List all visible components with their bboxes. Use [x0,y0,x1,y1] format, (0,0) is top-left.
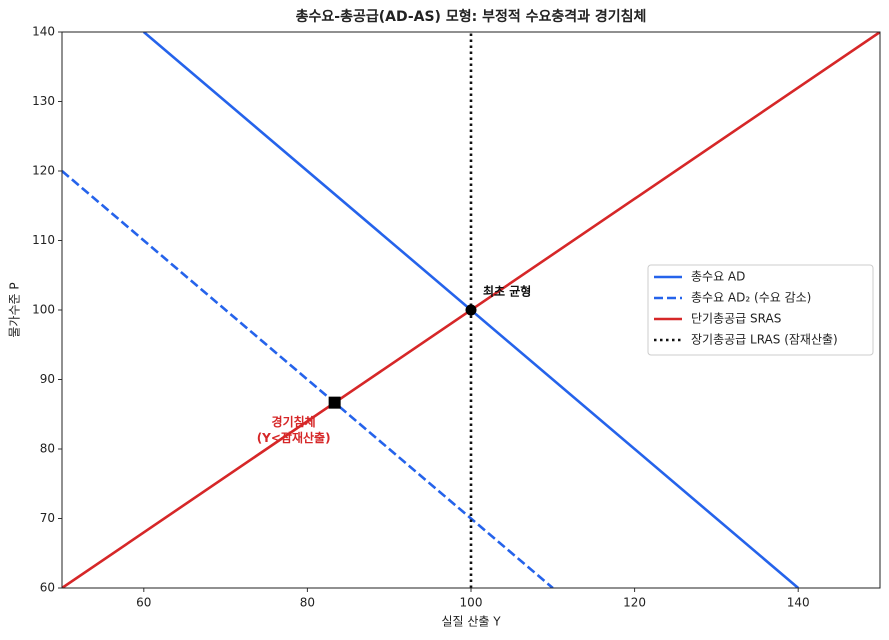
x-tick-label: 120 [623,596,646,610]
x-tick-label: 60 [136,596,151,610]
x-tick-label: 140 [787,596,810,610]
y-axis-label: 물가수준 P [8,282,22,337]
x-tick-label: 80 [300,596,315,610]
y-tick-label: 80 [40,442,55,456]
legend-label: 장기총공급 LRAS (잠재산출) [691,333,838,347]
point-marker [465,304,477,316]
y-tick-label: 140 [32,25,55,39]
x-axis-label: 실질 산출 Y [441,615,501,629]
y-tick-label: 90 [40,372,55,386]
point-marker [328,396,341,409]
point-label: (Y<잠재산출) [257,430,331,445]
y-tick-label: 100 [32,303,55,317]
legend-label: 총수요 AD [691,270,745,284]
y-tick-label: 110 [32,233,55,247]
y-tick-label: 70 [40,511,55,525]
y-tick-label: 60 [40,581,55,595]
y-tick-label: 120 [32,164,55,178]
legend-label: 총수요 AD₂ (수요 감소) [691,291,811,305]
series-line [62,170,554,588]
point-label: 경기침체 [272,414,316,429]
axes-frame [61,31,881,589]
x-tick-label: 100 [460,596,483,610]
legend-box [647,264,874,356]
chart-title: 총수요-총공급(AD-AS) 모형: 부정적 수요충격과 경기침체 [296,8,647,25]
y-tick-label: 130 [32,94,55,108]
legend-label: 단기총공급 SRAS [691,312,781,326]
point-label: 최초 균형 [483,284,531,299]
